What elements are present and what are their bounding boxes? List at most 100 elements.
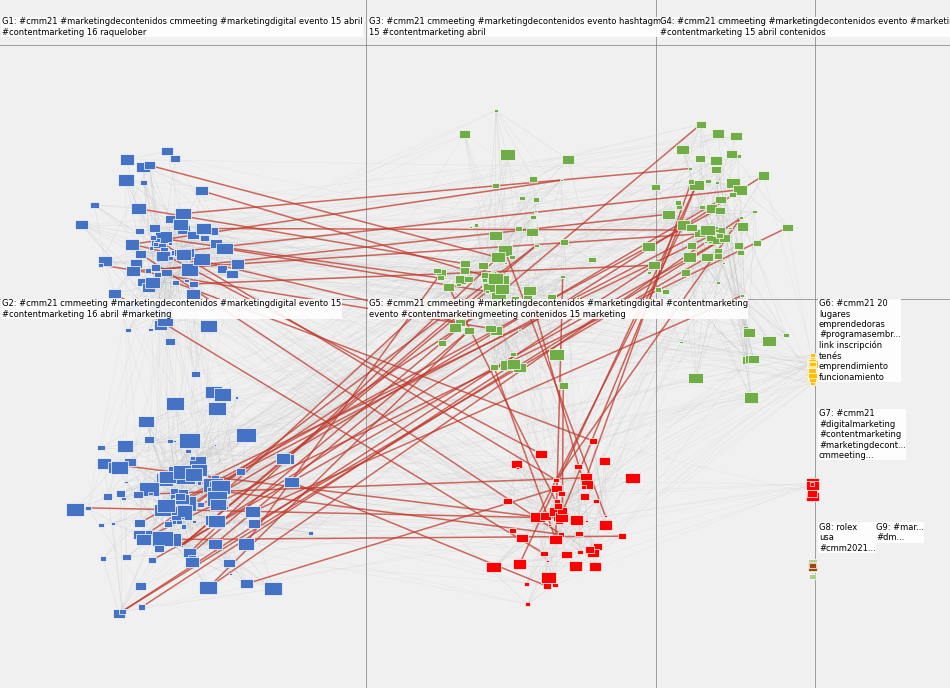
FancyBboxPatch shape [133,491,143,498]
FancyBboxPatch shape [97,445,104,451]
FancyBboxPatch shape [231,259,244,269]
FancyBboxPatch shape [197,482,201,484]
FancyBboxPatch shape [176,470,195,484]
FancyBboxPatch shape [604,515,607,517]
FancyBboxPatch shape [571,312,579,319]
FancyBboxPatch shape [577,550,583,554]
Text: G1: #cmm21 #marketingdecontenidos cmmeeting #marketingdigital evento 15 abril
#c: G1: #cmm21 #marketingdecontenidos cmmeet… [2,17,363,36]
FancyBboxPatch shape [715,233,723,238]
FancyBboxPatch shape [135,582,146,590]
FancyBboxPatch shape [701,253,712,261]
FancyBboxPatch shape [511,297,519,302]
FancyBboxPatch shape [580,479,585,482]
FancyBboxPatch shape [714,232,718,234]
FancyBboxPatch shape [192,520,196,523]
FancyBboxPatch shape [515,226,522,231]
FancyBboxPatch shape [753,240,761,246]
FancyBboxPatch shape [713,248,722,254]
FancyBboxPatch shape [165,338,175,345]
FancyBboxPatch shape [455,319,465,326]
FancyBboxPatch shape [618,533,626,539]
FancyBboxPatch shape [589,561,601,571]
FancyBboxPatch shape [145,268,151,273]
FancyBboxPatch shape [196,223,211,234]
FancyBboxPatch shape [170,155,180,162]
FancyBboxPatch shape [135,250,146,258]
FancyBboxPatch shape [501,149,516,160]
FancyBboxPatch shape [694,230,705,237]
FancyBboxPatch shape [481,272,494,281]
FancyBboxPatch shape [136,228,143,235]
FancyBboxPatch shape [162,307,172,314]
FancyBboxPatch shape [739,217,743,219]
FancyBboxPatch shape [211,480,230,494]
FancyBboxPatch shape [714,181,719,184]
FancyBboxPatch shape [119,609,125,614]
FancyBboxPatch shape [518,329,521,331]
FancyBboxPatch shape [513,363,525,372]
FancyBboxPatch shape [237,428,256,442]
FancyBboxPatch shape [206,487,213,492]
FancyBboxPatch shape [513,559,526,569]
FancyBboxPatch shape [163,533,180,546]
FancyBboxPatch shape [674,200,681,205]
FancyBboxPatch shape [469,226,472,228]
FancyBboxPatch shape [121,497,126,500]
FancyBboxPatch shape [679,341,683,343]
FancyBboxPatch shape [129,259,142,268]
FancyBboxPatch shape [108,462,123,473]
FancyBboxPatch shape [123,301,139,313]
FancyBboxPatch shape [809,561,815,566]
FancyBboxPatch shape [139,416,154,427]
FancyBboxPatch shape [229,573,232,575]
FancyBboxPatch shape [189,271,196,276]
FancyBboxPatch shape [235,396,238,399]
FancyBboxPatch shape [248,519,260,528]
FancyBboxPatch shape [525,602,530,606]
FancyBboxPatch shape [752,210,757,213]
FancyBboxPatch shape [172,280,179,285]
FancyBboxPatch shape [715,196,726,204]
Text: G7: #cmm21
#digitalmarketing
#contentmarketing
#marketingdecont...
cmmeeting...: G7: #cmm21 #digitalmarketing #contentmar… [819,409,905,460]
FancyBboxPatch shape [236,468,245,475]
FancyBboxPatch shape [625,473,640,484]
FancyBboxPatch shape [588,257,597,263]
FancyBboxPatch shape [554,499,560,504]
FancyBboxPatch shape [211,475,218,481]
FancyBboxPatch shape [740,294,745,297]
FancyBboxPatch shape [711,166,721,173]
FancyBboxPatch shape [693,303,696,307]
FancyBboxPatch shape [177,501,185,507]
FancyBboxPatch shape [160,503,176,515]
FancyBboxPatch shape [584,546,594,553]
FancyBboxPatch shape [142,283,155,292]
FancyBboxPatch shape [496,284,509,294]
FancyBboxPatch shape [148,327,153,331]
FancyBboxPatch shape [223,559,235,568]
FancyBboxPatch shape [783,333,789,337]
FancyBboxPatch shape [184,469,201,481]
FancyBboxPatch shape [190,456,196,460]
FancyBboxPatch shape [140,482,159,495]
FancyBboxPatch shape [569,561,582,570]
FancyBboxPatch shape [492,184,499,188]
Text: G8: rolex
usa
#cmm2021...: G8: rolex usa #cmm2021... [819,523,876,552]
FancyBboxPatch shape [180,467,185,471]
FancyBboxPatch shape [712,255,718,259]
FancyBboxPatch shape [483,283,495,292]
FancyBboxPatch shape [175,497,196,511]
FancyBboxPatch shape [581,480,593,489]
FancyBboxPatch shape [170,489,188,502]
FancyBboxPatch shape [523,286,536,295]
FancyBboxPatch shape [455,275,466,283]
FancyBboxPatch shape [808,563,816,568]
FancyBboxPatch shape [209,308,214,312]
FancyBboxPatch shape [150,304,165,315]
FancyBboxPatch shape [542,572,556,583]
FancyBboxPatch shape [212,520,222,528]
FancyBboxPatch shape [85,506,91,510]
FancyBboxPatch shape [540,512,551,520]
FancyBboxPatch shape [510,352,516,356]
FancyBboxPatch shape [809,357,815,361]
FancyBboxPatch shape [459,131,470,138]
